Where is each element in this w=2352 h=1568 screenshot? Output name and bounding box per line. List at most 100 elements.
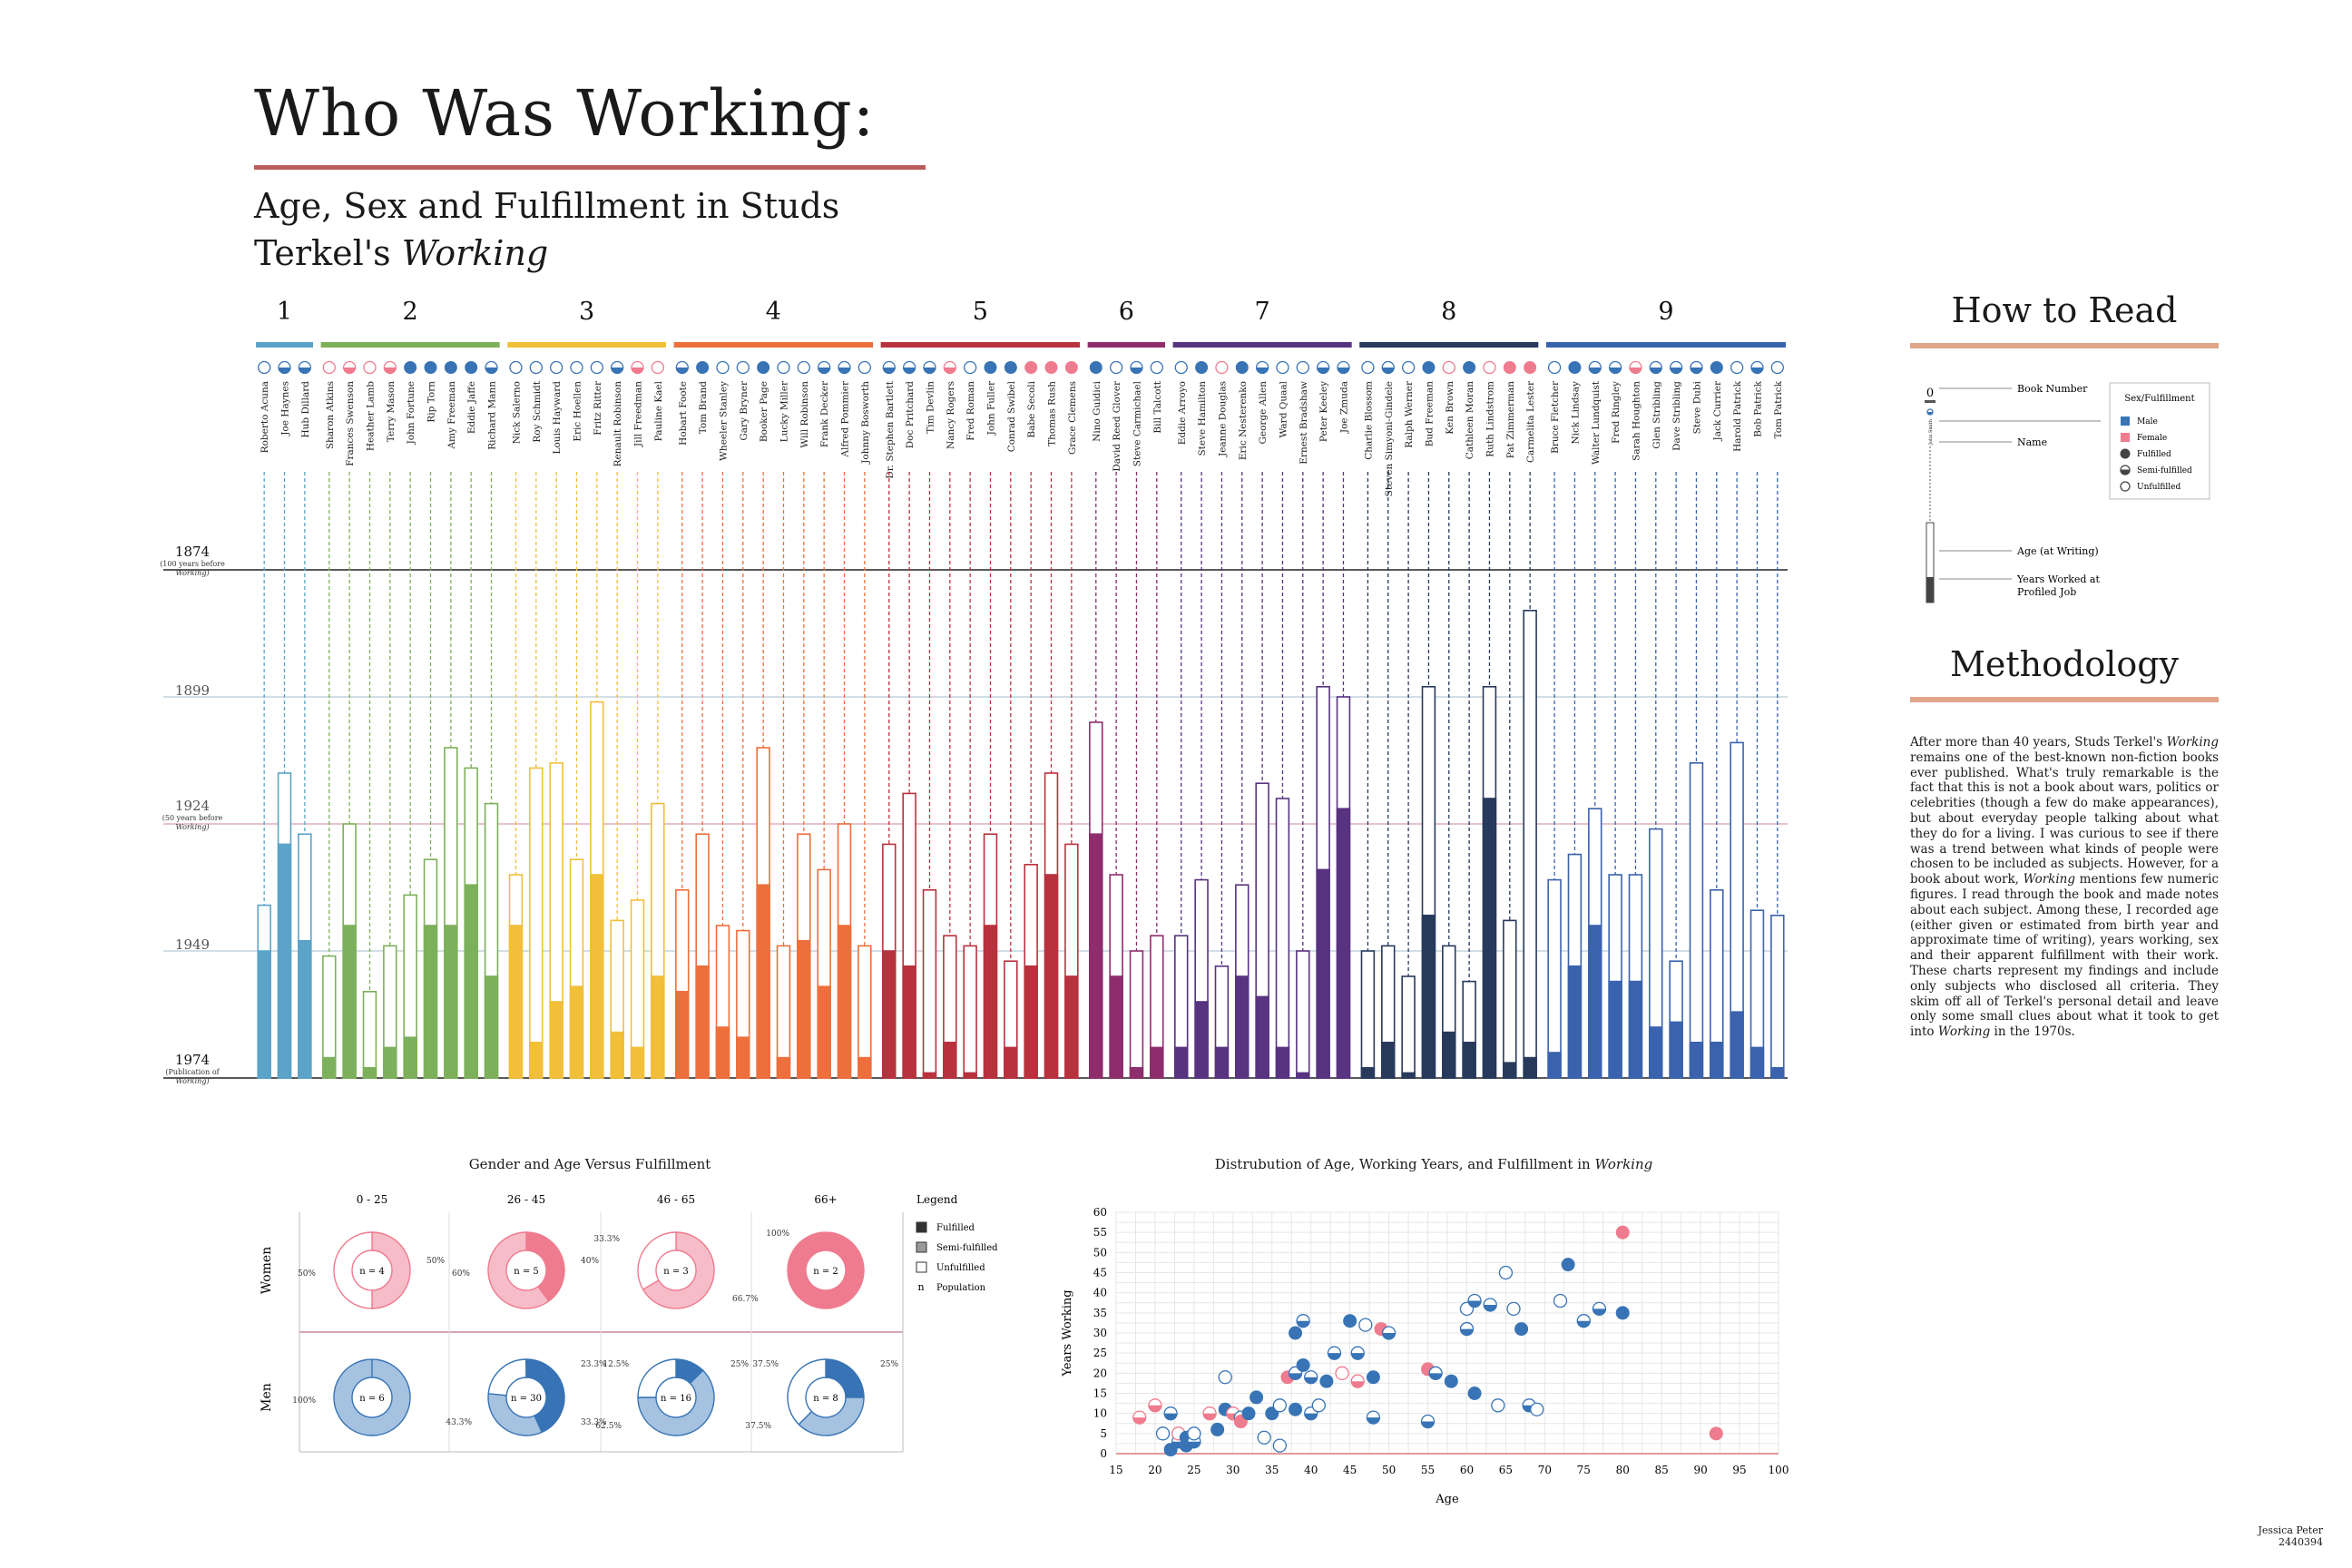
donut-legend-title: Legend [916, 1193, 958, 1206]
years-worked-bar [1024, 965, 1038, 1079]
legend-pointer-label: Book Number [2017, 383, 2088, 395]
person-entry: Nick Salerno [508, 360, 524, 1079]
person-entry: Richard Mann [484, 360, 499, 1079]
person-name-label: Terry Mason [386, 381, 397, 442]
person-name-label: Richard Mann [487, 381, 498, 450]
methodology-text-em: Working [2166, 735, 2219, 750]
donut-cell: n = 2 100% [766, 1230, 865, 1309]
scatter-point [1289, 1326, 1303, 1340]
scatter-point [1615, 1225, 1630, 1240]
scatter-y-tick-label: 30 [1093, 1327, 1107, 1339]
years-worked-bar [695, 965, 710, 1079]
scatter-y-tick-label: 45 [1093, 1267, 1107, 1279]
years-worked-bar [1749, 1046, 1765, 1079]
years-worked-bar [943, 1041, 957, 1079]
person-entry: Bob Patrick [1749, 360, 1765, 1079]
person-name-label: Hobart Foote [678, 381, 689, 446]
fulfillment-marker [322, 360, 336, 375]
fulfillment-marker-half [1589, 368, 1602, 374]
legend-pointer-label: Years Worked at [2016, 573, 2100, 585]
person-name-label: Will Robinson [799, 381, 810, 448]
age-group-header: 66+ [814, 1193, 837, 1206]
donut-cell: n = 6 100% [292, 1358, 411, 1436]
donut-percent-label: 66.7% [732, 1295, 759, 1304]
fulfillment-marker [696, 361, 710, 374]
scatter-x-tick-label: 90 [1693, 1464, 1707, 1476]
book-group-7: 7 Eddie Arroyo Steve Hamilton Jeanne Dougla… [1172, 298, 1352, 1079]
donut-slice-unfulfilled [333, 1231, 373, 1309]
book-color-bar [1359, 342, 1539, 348]
years-worked-bar [1174, 1046, 1189, 1079]
scatter-point-half [1289, 1373, 1302, 1380]
person-entry: Grace Clemens [1064, 361, 1079, 1079]
scatter-point [1187, 1426, 1201, 1441]
fulfillment-marker-half [384, 368, 397, 374]
key-item-label: Fulfilled [2137, 450, 2171, 459]
person-entry: Roy Schmidt [529, 360, 544, 1079]
scatter-y-tick-label: 20 [1093, 1367, 1107, 1379]
years-worked-bar [1523, 1056, 1537, 1079]
year-tick-label: 1899 [175, 682, 210, 699]
scatter-x-tick-label: 60 [1460, 1464, 1474, 1476]
legend-sample-marker-half [1927, 412, 1933, 415]
person-name-label: Eddie Arroyo [1177, 381, 1188, 445]
person-entry: Frances Swenson [342, 360, 357, 1079]
how-to-read-graphic: 0 John Smith Book Number Name Age (at Writin… [1925, 382, 2210, 603]
page-title: Who Was Working: [254, 76, 876, 151]
person-entry: Charlie Blossom [1360, 360, 1376, 1079]
person-name-label: Dr. Stephen Bartlett [885, 380, 896, 478]
scatter-x-tick-label: 55 [1421, 1464, 1435, 1476]
scatter-point-half [1351, 1353, 1365, 1360]
person-name-label: Louis Hayward [552, 381, 563, 455]
person-name-label: Ruth Lindstrom [1485, 381, 1495, 457]
years-worked-bar [298, 939, 312, 1079]
person-entry: Lucky Miller [776, 360, 791, 1079]
years-worked-bar [1235, 975, 1250, 1079]
fulfillment-marker [1730, 360, 1744, 375]
scatter-x-tick-label: 50 [1382, 1464, 1396, 1476]
book-group-3: 3 Nick Salerno Roy Schmidt Louis Hayward Eri… [507, 298, 667, 1079]
years-worked-bar [423, 925, 438, 1079]
person-name-label: Frank Decker [819, 380, 830, 447]
fulfillment-marker [1195, 361, 1209, 374]
donut-percent-label: 50% [298, 1269, 316, 1279]
person-name-label: Nick Salerno [511, 381, 522, 444]
person-name-label: Ernest Bradshaw [1298, 381, 1309, 465]
fulfillment-marker-half [611, 368, 623, 374]
person-name-label: Hub Dillard [300, 381, 311, 438]
years-worked-bar [1109, 975, 1123, 1079]
person-entry: Steven Simyoni-Gindele [1381, 360, 1396, 1079]
person-entry: Nick Lindsay [1567, 361, 1583, 1079]
person-name-label: Nino Guidici [1092, 380, 1102, 441]
methodology-text-part: remains one of the best-known non-fictio… [1910, 750, 2219, 887]
fulfillment-marker [1483, 360, 1496, 375]
person-name-label: Gary Bryner [739, 380, 750, 441]
fulfillment-marker [1064, 361, 1078, 374]
book-group-2: 2 Sharon Atkins Frances Swenson Heather Lam… [320, 298, 500, 1079]
scatter-chart-title: Distrubution of Age, Working Years, and … [1053, 1156, 1815, 1172]
age-group-header: 0 - 25 [357, 1193, 388, 1206]
scatter-y-axis-label: Years Working [1061, 1289, 1074, 1377]
legend-pointer-label: Age (at Writing) [2016, 545, 2099, 557]
person-entry: Dr. Stephen Bartlett [882, 360, 897, 1079]
fulfillment-marker-half [485, 368, 498, 374]
fulfillment-marker [1296, 360, 1309, 375]
person-entry: Ken Brown [1442, 360, 1456, 1079]
person-name-label: Jeanne Douglas [1217, 381, 1228, 457]
years-worked-bar [1004, 1046, 1018, 1079]
fulfillment-marker [1024, 361, 1038, 374]
fulfillment-marker-half [1690, 368, 1702, 374]
donut-percent-label: 33.3% [581, 1418, 607, 1427]
fulfillment-marker-half [883, 368, 896, 374]
fulfillment-marker [1089, 361, 1102, 374]
years-worked-bar [590, 874, 604, 1079]
person-name-label: Lucky Miller [779, 380, 789, 442]
fulfillment-marker-half [1750, 368, 1763, 374]
person-name-label: Fritz Ritter [593, 380, 603, 436]
age-years-scatter-chart: 15 20 25 30 35 40 45 50 55 60 65 70 75 80 85 90 95 100 0 5 1… [1061, 1206, 1788, 1506]
years-worked-bar [1730, 1011, 1744, 1079]
fulfillment-marker [1235, 361, 1249, 374]
year-tick-label: 1874 [175, 544, 210, 560]
donut-percent-label: 37.5% [752, 1360, 779, 1369]
person-entry: Dave Stribling [1669, 360, 1683, 1079]
